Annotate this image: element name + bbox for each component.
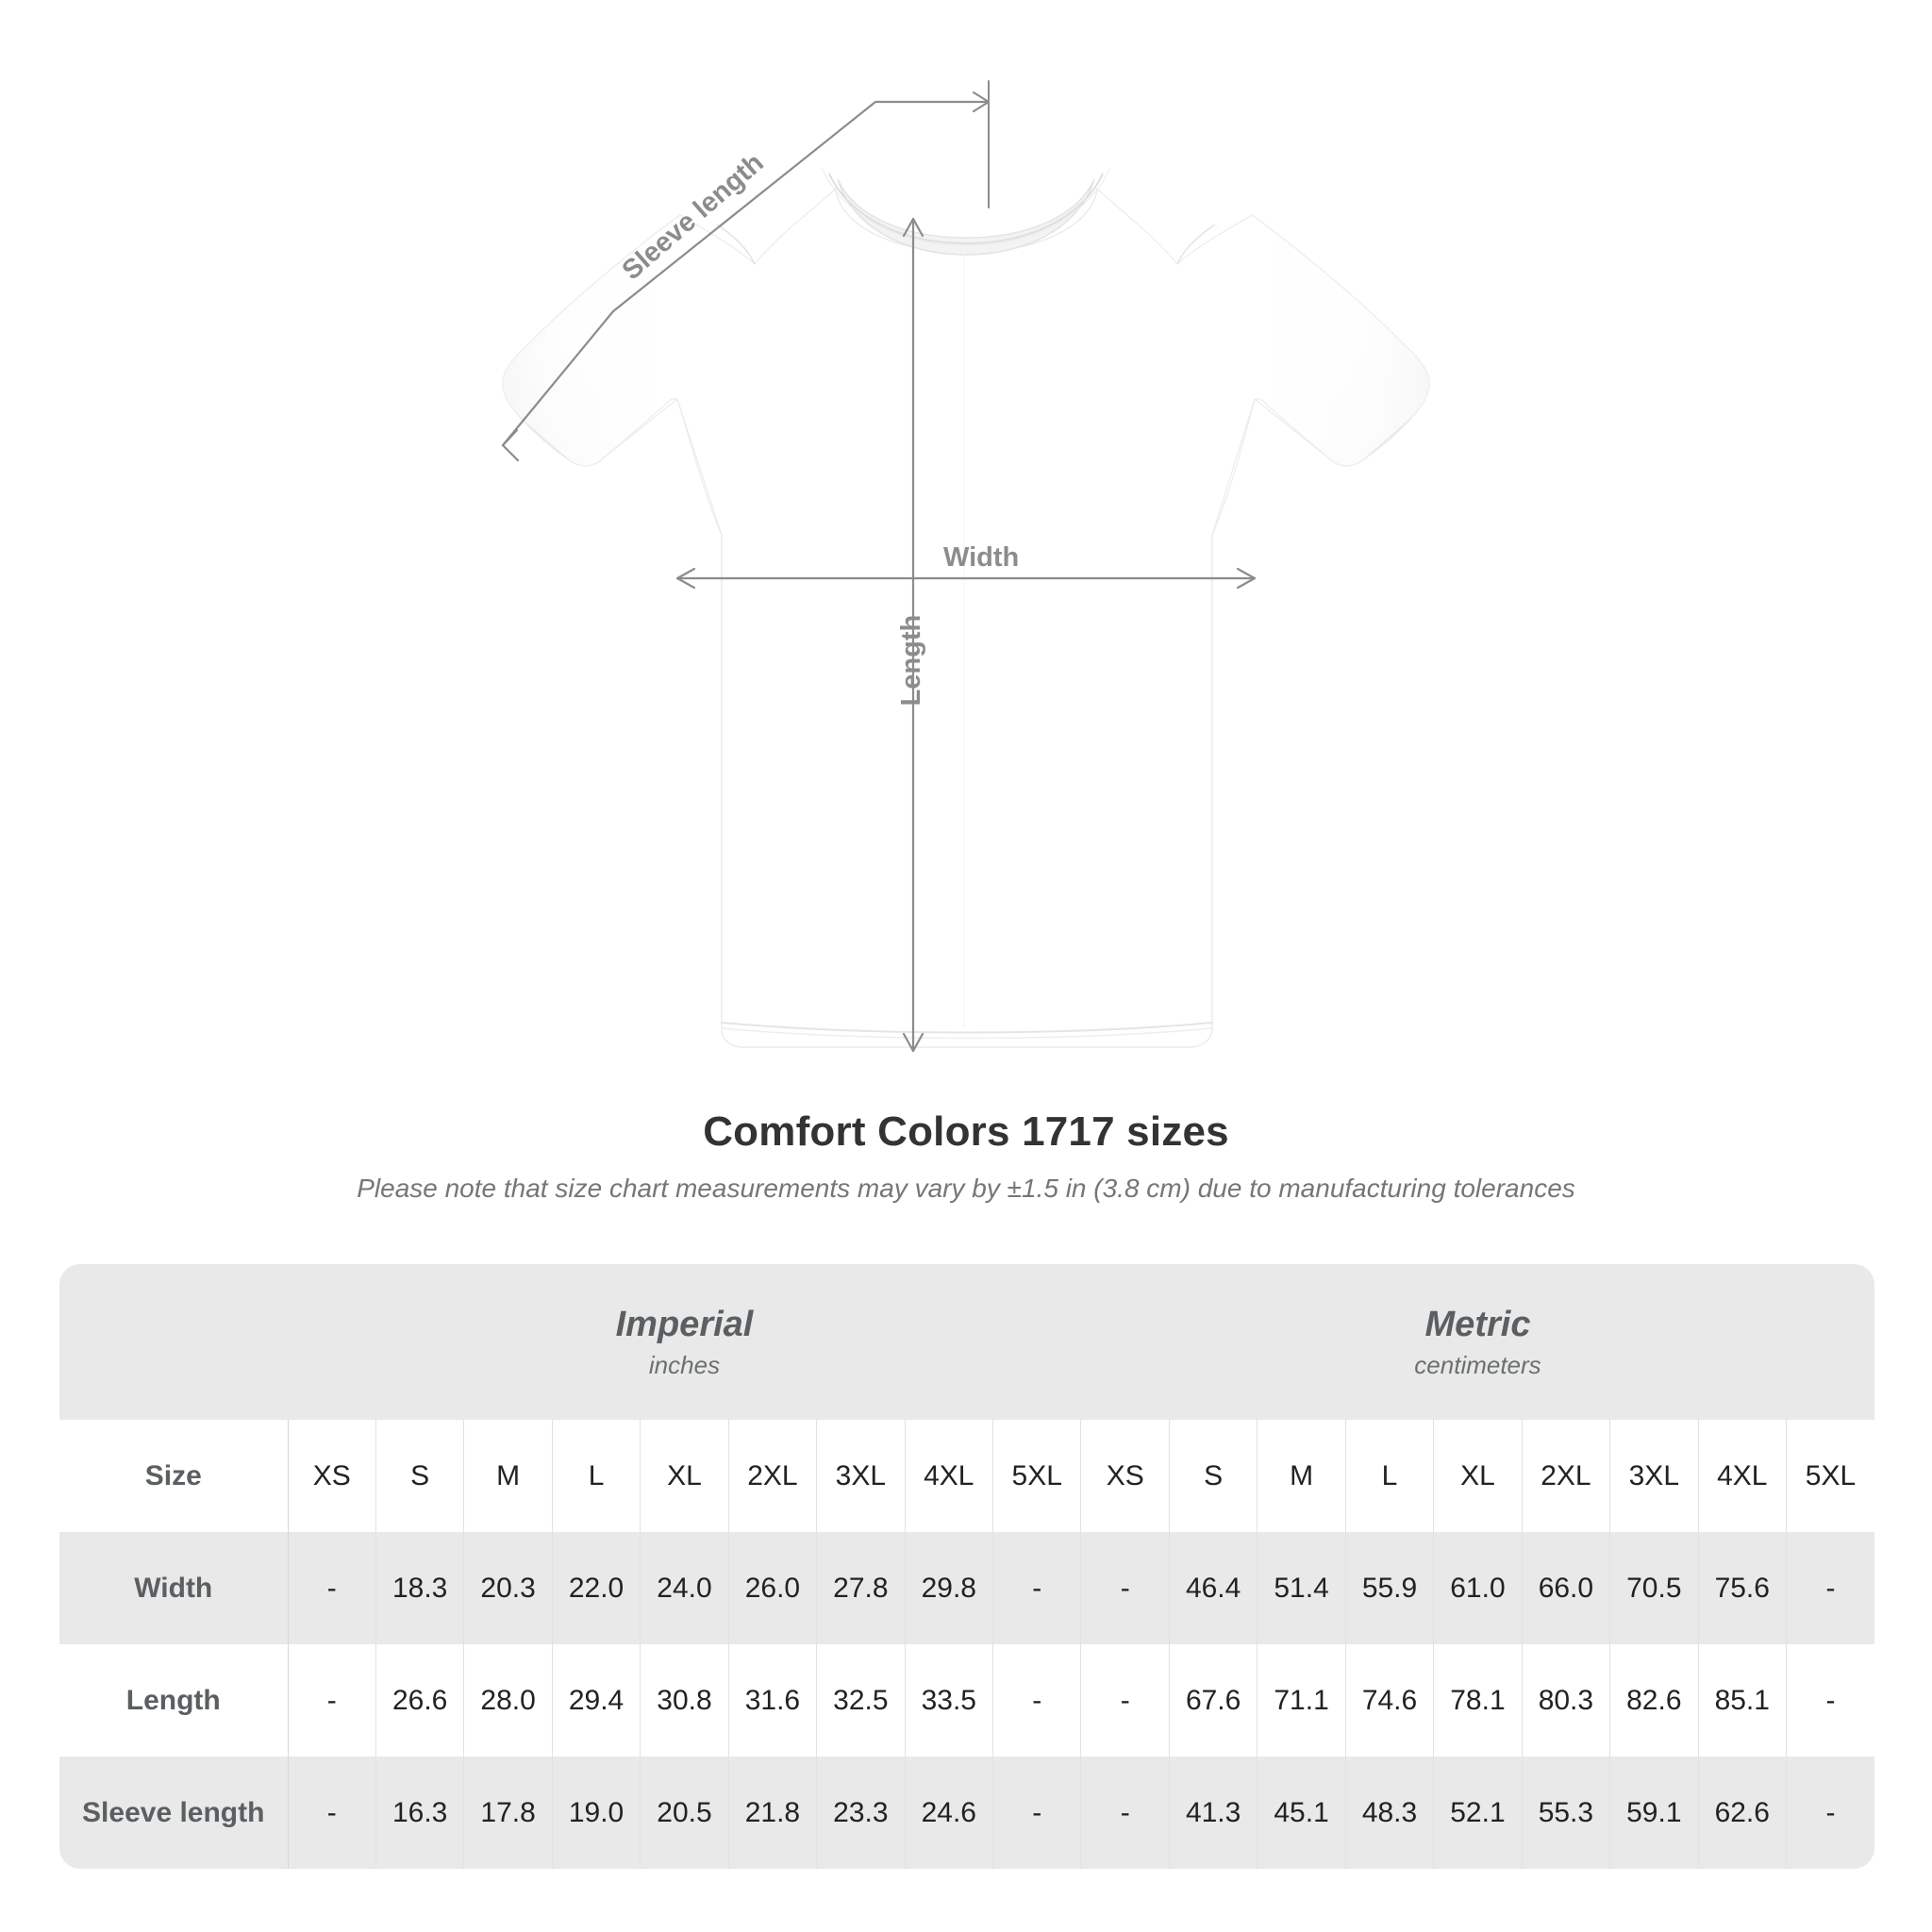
svg-text:Length: Length bbox=[896, 615, 926, 707]
svg-text:Width: Width bbox=[943, 542, 1019, 573]
